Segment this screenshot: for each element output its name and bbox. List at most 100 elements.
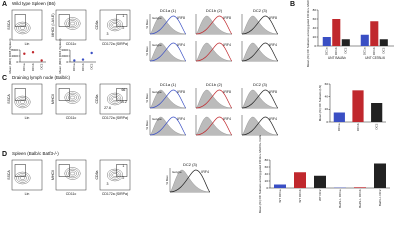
bar-label: DC1a [325,47,329,55]
stain-curve [195,15,233,35]
bar-label: DC2 [344,47,348,53]
bar [370,21,379,46]
y-tick-label: 0 [266,186,268,190]
bar [322,37,331,46]
y-axis-label: CD8a [95,170,99,179]
flow-plot [55,9,87,41]
contour [68,94,77,101]
bar [341,39,350,46]
x-axis-label: CD172a (SIRPa) [102,116,128,120]
dot [90,51,93,55]
stain-curve [169,169,211,193]
dot [73,59,76,62]
flow-plot [99,83,131,115]
panel-title: Wild type Spleen (B6) [12,1,56,6]
x-tick-label: Batf3-/- DC1b [358,189,362,208]
x-axis-label: Lin [25,42,30,46]
y-axis-label: Mean (%) DC Subsets among gated CD11c+ M… [258,134,262,213]
isotype-curve [169,169,211,193]
contour [16,97,29,107]
flow-plot [55,83,87,115]
y-axis-label: SSCA [7,170,11,180]
bar [352,90,364,122]
isotype-curve [149,89,187,109]
gate [116,88,128,101]
y-axis-label: MHCII [51,170,55,180]
y-axis-label: Mean (%) DC Subsets among gated CD11c+ M… [306,0,310,67]
histogram-title: DC1a (1) [160,8,177,13]
isotype-label: Isotype [152,43,162,47]
isotype-curve [149,15,187,35]
contour [68,20,77,27]
x-tick-label: DC2 [89,63,93,69]
panel-title: Spleen (Balb/c Batf3-/-) [12,151,59,156]
x-tick-label: DC1a [72,63,76,71]
contour [68,170,77,177]
dot [81,58,85,61]
flow-plot [99,9,131,41]
contour [69,21,76,26]
y-tick-label: 2000 [61,54,68,58]
contour [112,23,118,27]
histogram-marker: IRF4 [177,117,185,121]
gate [116,164,128,177]
y-tick-label: 40 [265,172,269,176]
contour [110,171,120,179]
histogram-marker: IRF4 [269,43,277,47]
x-tick-label: WT DC1a [278,189,282,202]
gate-label: 14.2 [120,100,127,104]
gate [58,164,70,177]
y-tick-label: 80 [313,8,317,12]
histogram-marker: IRF8 [269,90,277,94]
y-tick-label: 60 [313,17,317,21]
x-tick-label: Batf3-/- DC2 [378,189,382,206]
y-axis-label: SSCA [7,94,11,104]
y-tick-label: 80 [265,158,269,162]
x-tick-label: WT DC2 [318,189,322,201]
histogram-marker: IRF8 [223,90,231,94]
gate-label: 2 [122,176,124,180]
y-tick-label: 4000 [11,54,18,58]
x-tick-label: DC2 [39,63,43,69]
gate [14,88,26,101]
stain-curve [149,15,187,35]
contour [66,168,79,179]
bar [371,103,383,122]
contour [14,21,31,35]
isotype-label: Isotype [152,16,162,20]
histogram-marker: IRF4 [223,117,231,121]
y-axis-label: % Max [145,93,149,103]
y-axis-label: MHCII (I-A/I-E) [51,13,55,36]
isotype-curve [149,116,187,136]
x-tick-label: DC1b [81,63,85,71]
isotype-curve [241,116,279,136]
y-tick-label: 60 [325,82,329,86]
x-tick-label: DC1a [337,123,341,131]
y-axis-label: SSCA [7,20,11,30]
contour [112,97,118,101]
y-axis-label: CD8a [95,20,99,29]
y-tick-label: 20 [265,179,269,183]
isotype-curve [241,42,279,62]
x-tick-label: DC1a [22,63,26,71]
y-tick-label: 20 [325,107,329,111]
panel-title: Draining lymph node (Balb/c) [12,75,71,80]
bar [274,184,286,188]
y-axis-label: Mean (MFI) IRF8 (Spleen) [8,38,12,73]
gate-label: 2 [122,26,124,30]
group-label: UNT BALB/c [328,56,346,60]
y-tick-label: 40 [313,26,317,30]
isotype-curve [149,42,187,62]
bar [379,39,388,46]
y-axis-label: % Max [145,46,149,56]
contour [106,168,123,182]
gate-label: 3 [107,32,109,36]
stain-curve [195,42,233,62]
bar [332,19,341,46]
bar [354,187,366,188]
bar [374,163,386,188]
contour [110,95,120,103]
isotype-curve [241,15,279,35]
y-tick-label: 0 [66,60,68,64]
y-tick-label: 8000 [11,48,18,52]
